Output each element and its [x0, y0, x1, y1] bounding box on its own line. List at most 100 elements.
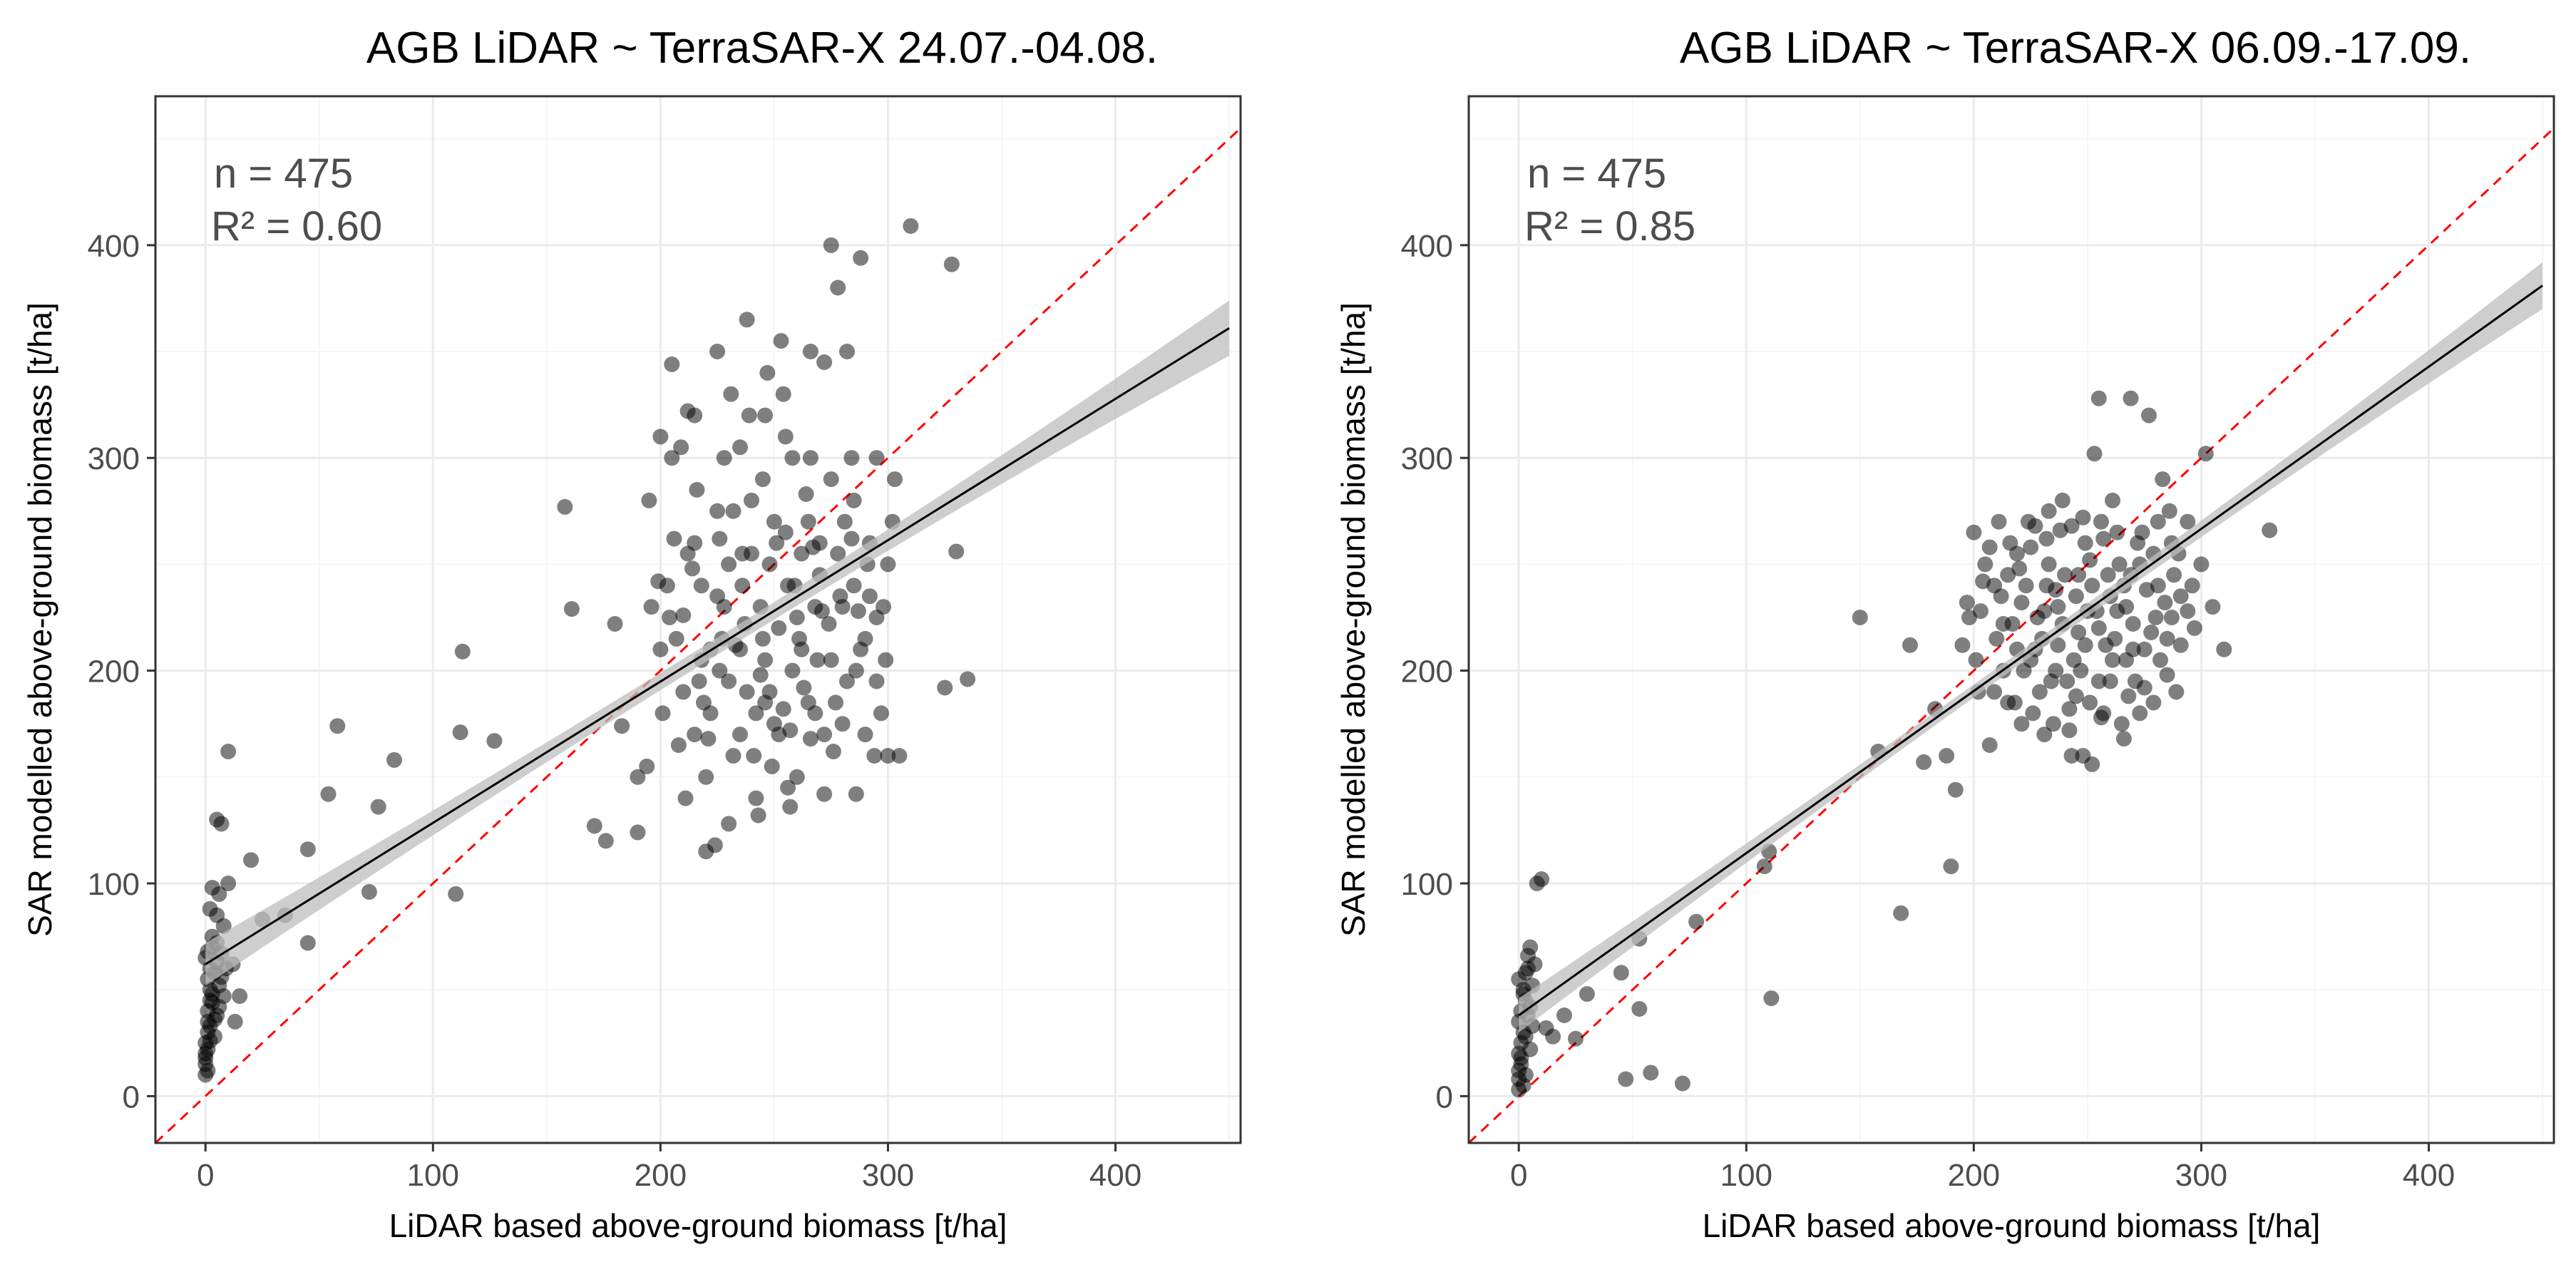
data-point [2082, 694, 2098, 711]
data-point [2075, 509, 2091, 525]
data-point [684, 560, 700, 577]
y-axis-ticks: 0 100 200 300 400 [88, 229, 155, 1114]
data-point [2105, 492, 2120, 508]
data-point [2016, 662, 2032, 679]
data-point [320, 786, 337, 802]
data-point [2084, 578, 2100, 594]
data-point [664, 450, 680, 466]
data-point [757, 652, 774, 668]
y-tick-label: 0 [123, 1079, 140, 1114]
data-point [830, 545, 846, 562]
data-point [220, 744, 237, 759]
data-point [2025, 705, 2041, 722]
y-tick-label: 200 [88, 655, 140, 689]
data-point [650, 573, 667, 590]
data-point [2143, 624, 2160, 640]
data-point [2090, 673, 2107, 689]
y-tick-label: 300 [1401, 441, 1453, 476]
data-point [1943, 858, 1959, 875]
data-point [834, 716, 851, 732]
data-point [2180, 513, 2196, 530]
x-tick-label: 100 [1720, 1158, 1772, 1193]
data-point [675, 684, 692, 700]
data-point [1959, 595, 1975, 611]
data-point [1613, 965, 1629, 981]
data-point [782, 722, 799, 739]
data-point [857, 727, 873, 743]
data-point [848, 662, 864, 679]
data-point [828, 694, 843, 711]
data-point [816, 354, 833, 370]
scatter-plot-left: AGB LiDAR ~ TerraSAR-X 24.07.-04.08. n =… [21, 24, 1242, 1244]
data-point [2105, 652, 2120, 668]
y-axis-title: SAR modelled above-ground biomass [t/ha] [1335, 302, 1372, 937]
data-point [789, 610, 805, 625]
data-point [2113, 716, 2130, 732]
data-point [2061, 701, 2078, 717]
data-point [597, 833, 614, 849]
x-tick-label: 0 [197, 1158, 214, 1193]
n-annotation: n = 475 [1527, 150, 1666, 197]
data-point [723, 386, 739, 402]
data-point [891, 748, 908, 764]
data-point [853, 641, 869, 657]
data-point [386, 752, 402, 768]
data-point [1981, 737, 1998, 753]
regression-line [1518, 284, 2543, 1017]
data-point [2147, 610, 2164, 625]
data-point [734, 578, 751, 594]
fit-line-group [1518, 284, 2543, 1017]
data-point [639, 758, 655, 774]
data-point [766, 513, 782, 530]
data-point [846, 492, 862, 508]
data-point [452, 724, 468, 741]
data-point [243, 852, 259, 868]
data-point [2046, 716, 2061, 732]
data-point [2168, 684, 2185, 700]
data-point [607, 616, 623, 632]
data-point [764, 758, 780, 774]
reference-line-1to1 [1467, 127, 2555, 1144]
data-point [1534, 871, 1550, 887]
data-point [752, 667, 769, 683]
x-tick-label: 400 [2403, 1158, 2455, 1193]
data-point [1522, 939, 1539, 955]
data-point [2197, 446, 2214, 462]
data-point [1688, 913, 1705, 930]
data-point [2216, 641, 2232, 657]
reference-line-group [154, 127, 1242, 1144]
data-point [2120, 688, 2137, 704]
data-point [1986, 684, 2003, 700]
data-point [2109, 524, 2125, 540]
data-point [784, 450, 801, 466]
confidence-band-group [1519, 262, 2542, 1032]
data-point [1939, 748, 1955, 764]
data-point [748, 705, 764, 722]
data-point [232, 988, 248, 1005]
data-point [1517, 1067, 1534, 1083]
y-tick-label: 400 [1401, 229, 1453, 264]
x-axis-ticks: 0 100 200 300 400 [197, 1143, 1141, 1193]
data-point [454, 643, 471, 660]
data-point [563, 601, 580, 617]
data-point [2262, 522, 2278, 538]
data-point [880, 748, 896, 764]
data-point [784, 662, 801, 679]
data-point [673, 439, 689, 456]
data-point [2068, 688, 2084, 704]
y-axis-ticks: 0 100 200 300 400 [1401, 229, 1469, 1114]
n-annotation: n = 475 [214, 150, 353, 197]
data-point [2115, 731, 2132, 747]
data-point [802, 344, 819, 359]
y-tick-label: 100 [1401, 867, 1453, 902]
points-group [197, 218, 976, 1083]
x-tick-label: 200 [635, 1158, 687, 1193]
data-point [716, 599, 732, 615]
data-point [2070, 624, 2087, 640]
data-point [1991, 513, 2007, 530]
data-point [227, 1013, 243, 1030]
data-point [2031, 684, 2048, 700]
data-point [887, 471, 903, 488]
data-point [2145, 694, 2162, 711]
data-point [709, 503, 726, 519]
